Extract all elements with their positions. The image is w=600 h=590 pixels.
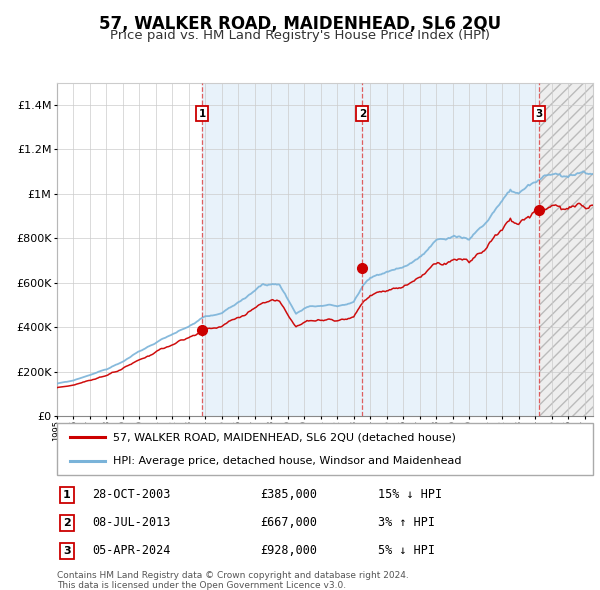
Text: 2: 2: [359, 109, 366, 119]
Text: 3: 3: [536, 109, 543, 119]
Bar: [539, 83, 595, 416]
Text: 57, WALKER ROAD, MAIDENHEAD, SL6 2QU: 57, WALKER ROAD, MAIDENHEAD, SL6 2QU: [99, 15, 501, 33]
Text: 05-APR-2024: 05-APR-2024: [92, 544, 170, 557]
Text: 28-OCT-2003: 28-OCT-2003: [92, 489, 170, 502]
Text: Contains HM Land Registry data © Crown copyright and database right 2024.
This d: Contains HM Land Registry data © Crown c…: [57, 571, 409, 590]
Text: 3: 3: [63, 546, 70, 556]
Text: 1: 1: [63, 490, 71, 500]
Bar: [539, 83, 595, 416]
Text: Price paid vs. HM Land Registry's House Price Index (HPI): Price paid vs. HM Land Registry's House …: [110, 30, 490, 42]
Text: 57, WALKER ROAD, MAIDENHEAD, SL6 2QU (detached house): 57, WALKER ROAD, MAIDENHEAD, SL6 2QU (de…: [113, 432, 456, 442]
Text: £667,000: £667,000: [260, 516, 317, 529]
Text: 2: 2: [63, 518, 71, 527]
FancyBboxPatch shape: [57, 423, 593, 475]
Text: 15% ↓ HPI: 15% ↓ HPI: [379, 489, 443, 502]
Text: HPI: Average price, detached house, Windsor and Maidenhead: HPI: Average price, detached house, Wind…: [113, 456, 462, 466]
Bar: [202, 83, 539, 416]
Text: 08-JUL-2013: 08-JUL-2013: [92, 516, 170, 529]
Text: 1: 1: [199, 109, 206, 119]
Text: £928,000: £928,000: [260, 544, 317, 557]
Text: £385,000: £385,000: [260, 489, 317, 502]
Text: 5% ↓ HPI: 5% ↓ HPI: [379, 544, 436, 557]
Text: 3% ↑ HPI: 3% ↑ HPI: [379, 516, 436, 529]
